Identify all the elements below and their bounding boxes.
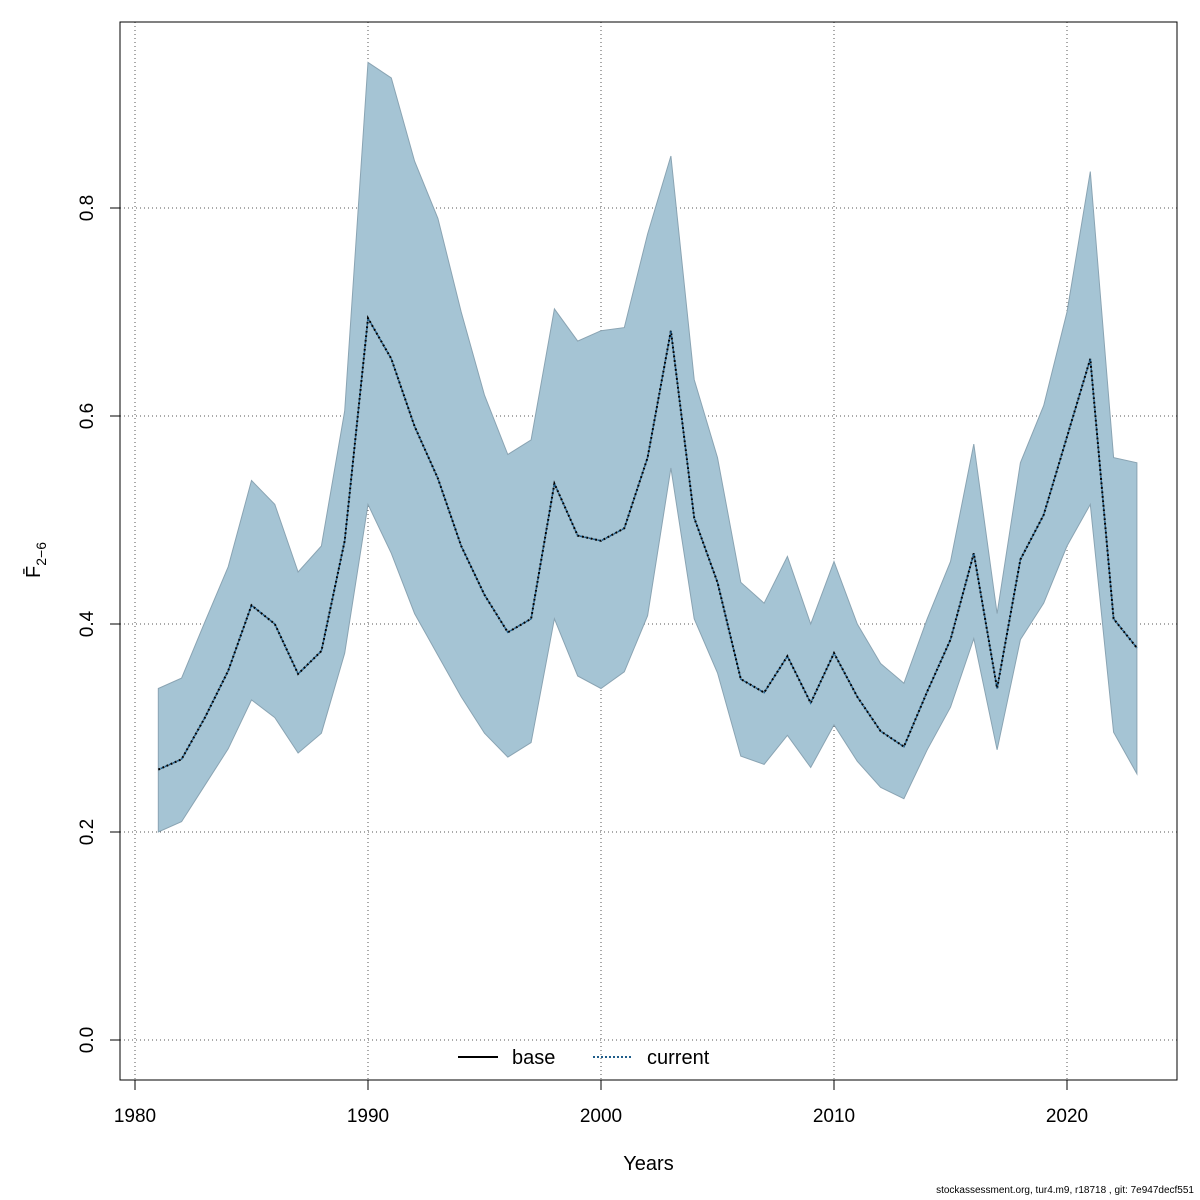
plot-frame <box>119 21 1178 1081</box>
x-tick-label: 1980 <box>114 1106 156 1127</box>
y-tick-label: 0.6 <box>77 403 98 429</box>
legend: base current <box>458 1047 710 1069</box>
x-axis: 1980 1990 2000 2010 2020 <box>114 1080 1088 1127</box>
y-tick-label: 0.4 <box>77 610 98 637</box>
legend-label-current: current <box>647 1047 710 1069</box>
current-series-line <box>157 315 1138 771</box>
confidence-band <box>157 61 1138 833</box>
y-axis-title-main: F̄ <box>22 566 45 578</box>
y-tick-label: 0.8 <box>77 195 98 221</box>
legend-label-base: base <box>512 1047 555 1069</box>
y-axis-title: F̄2−6 <box>22 542 49 578</box>
x-tick-label: 2000 <box>580 1106 622 1127</box>
x-tick-label: 1990 <box>347 1106 389 1127</box>
x-tick-label: 2010 <box>813 1106 855 1127</box>
base-series-line <box>157 315 1138 771</box>
y-axis-title-subscript: 2−6 <box>33 542 49 566</box>
footer-credit: stockassessment.org, tur4.m9, r18718 , g… <box>936 1185 1194 1196</box>
y-axis: 0.0 0.2 0.4 0.6 0.8 <box>77 195 120 1053</box>
x-tick-label: 2020 <box>1046 1106 1088 1127</box>
y-tick-label: 0.2 <box>77 819 98 845</box>
x-axis-title: Years <box>623 1153 673 1175</box>
y-tick-label: 0.0 <box>77 1027 98 1053</box>
